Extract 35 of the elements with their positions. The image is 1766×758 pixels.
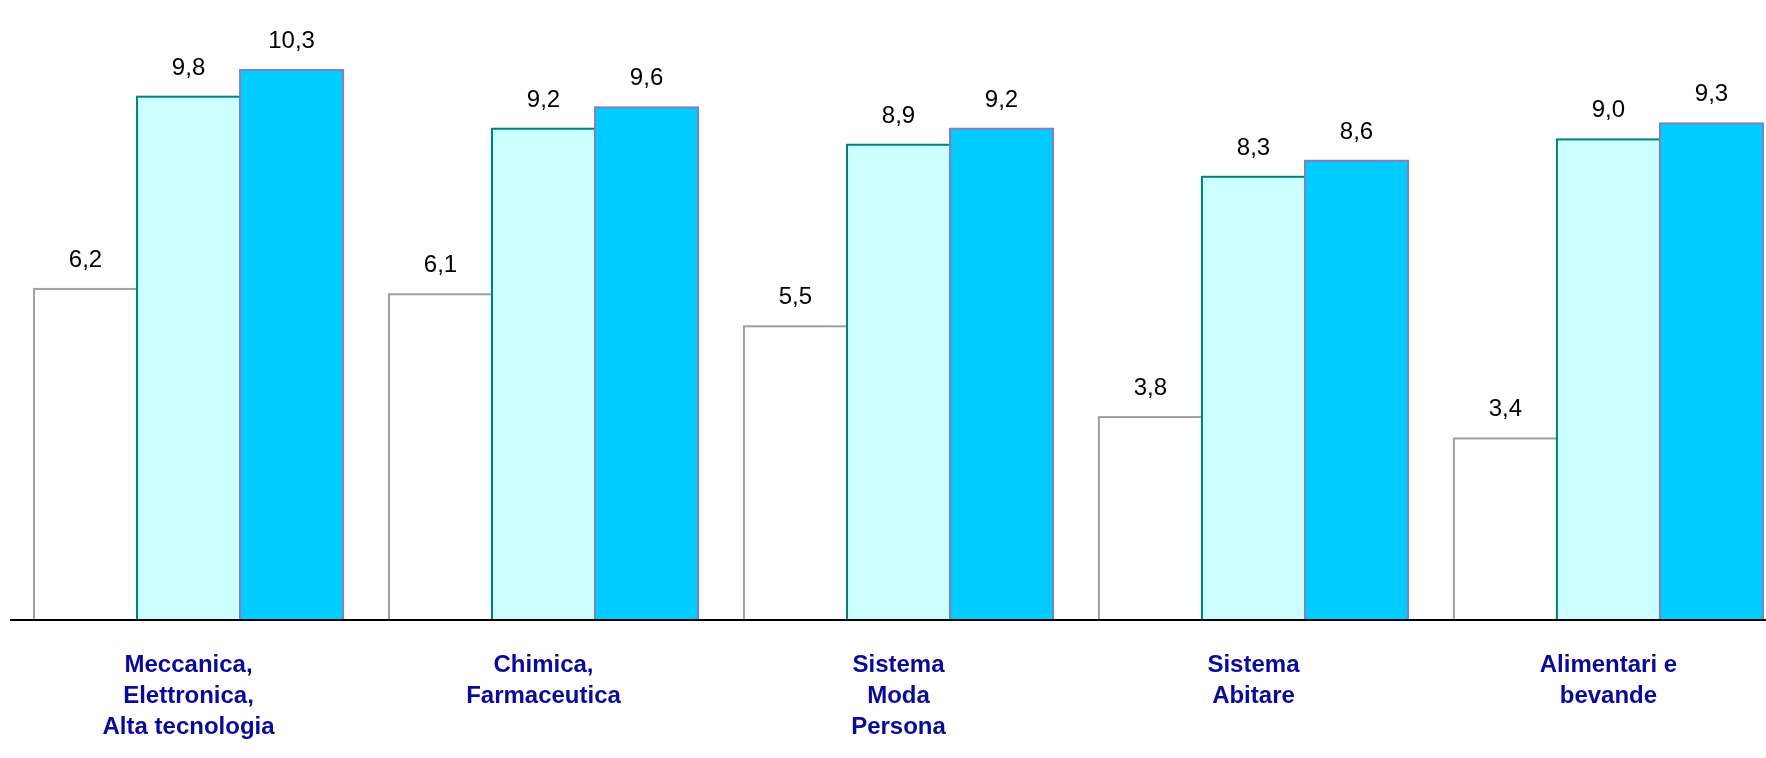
- bar: [239, 69, 345, 621]
- data-label: 9,0: [1591, 95, 1626, 123]
- x-tick-label: Chimica, Farmaceutica: [466, 650, 622, 708]
- bar: [491, 127, 597, 621]
- data-label: 9,8: [171, 52, 206, 80]
- x-tick-label: Alimentari e bevande: [1539, 650, 1678, 708]
- data-label: 10,3: [268, 26, 315, 53]
- x-tick-label: Sistema Abitare: [1207, 650, 1301, 708]
- bar: [136, 95, 242, 621]
- data-label: 3,4: [1488, 394, 1523, 422]
- data-label: 6,2: [68, 244, 103, 272]
- data-label: 9,6: [629, 63, 664, 91]
- bar: [949, 127, 1055, 621]
- bar: [1452, 437, 1558, 621]
- bar: [33, 287, 139, 621]
- data-label: 3,8: [1133, 373, 1168, 401]
- bar: [387, 293, 494, 621]
- data-label: 9,2: [526, 84, 561, 112]
- data-label: 8,9: [881, 100, 916, 128]
- bar: [594, 106, 700, 621]
- data-label: 5,5: [778, 282, 813, 310]
- data-label: 6,1: [423, 250, 458, 278]
- data-label: 9,2: [984, 84, 1019, 112]
- x-tick-label: Meccanica, Elettronica, Alta tecnologia: [102, 650, 276, 739]
- bar: [1658, 122, 1764, 621]
- data-label: 9,3: [1694, 79, 1729, 107]
- bar: [1303, 159, 1410, 621]
- bar: [845, 143, 952, 621]
- data-label: 8,3: [1236, 132, 1271, 160]
- bar: [1097, 416, 1203, 621]
- data-label: 8,6: [1339, 116, 1374, 144]
- bar: [1200, 175, 1306, 621]
- bar: [1555, 138, 1661, 621]
- bar: [742, 325, 848, 621]
- x-tick-label: Sistema Moda Persona: [851, 650, 947, 739]
